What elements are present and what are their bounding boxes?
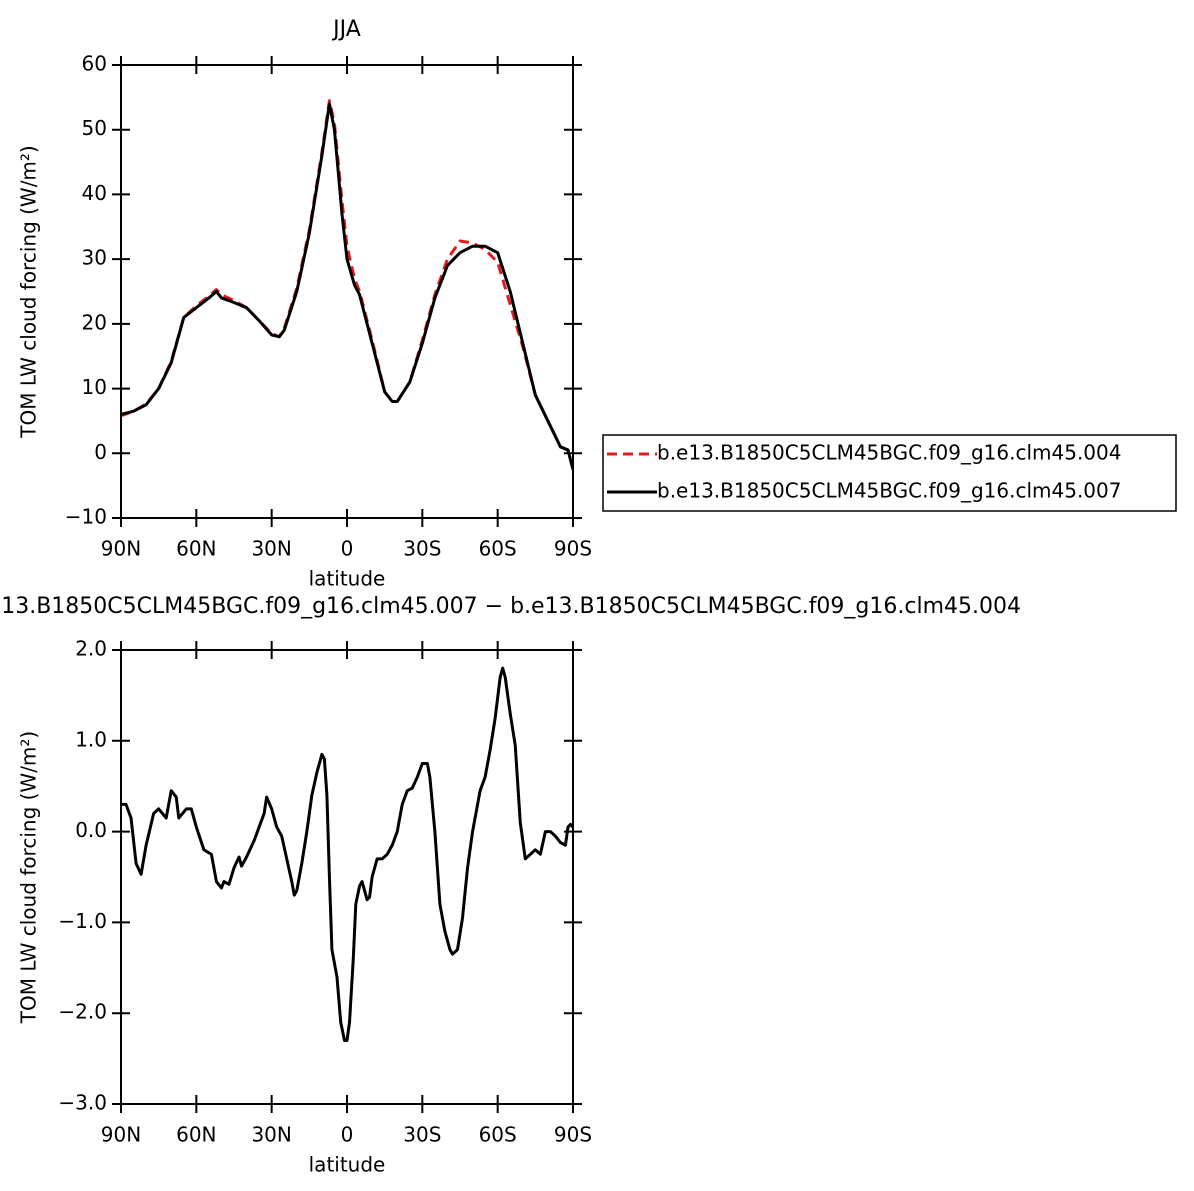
- x-tick-label: 60S: [479, 537, 517, 561]
- chart-title: JJA: [331, 17, 361, 42]
- y-tick-label: −2.0: [58, 1000, 107, 1024]
- y-tick-label: 1.0: [75, 727, 107, 751]
- x-tick-label: 60S: [479, 1123, 517, 1147]
- x-tick-label: 60N: [176, 1123, 216, 1147]
- x-axis-label: latitude: [309, 1153, 386, 1177]
- x-tick-label: 30S: [403, 537, 441, 561]
- x-tick-label: 90S: [554, 537, 592, 561]
- y-tick-label: −1.0: [58, 909, 107, 933]
- y-tick-label: 10: [82, 375, 107, 399]
- y-tick-label: −3.0: [58, 1091, 107, 1115]
- data-line: [121, 99, 573, 470]
- x-tick-label: 90S: [554, 1123, 592, 1147]
- legend-label: b.e13.B1850C5CLM45BGC.f09_g16.clm45.007: [657, 479, 1121, 503]
- y-tick-label: 60: [82, 52, 107, 76]
- plot-frame: [120, 649, 574, 1105]
- y-tick-label: 40: [82, 181, 107, 205]
- y-tick-label: 2.0: [75, 637, 107, 661]
- y-tick-label: −10: [65, 505, 107, 529]
- y-tick-label: 20: [82, 310, 107, 334]
- data-line: [121, 102, 573, 470]
- y-tick-label: 0.0: [75, 818, 107, 842]
- x-tick-label: 30N: [251, 1123, 291, 1147]
- plot-area: [121, 99, 573, 470]
- y-tick-label: 50: [82, 116, 107, 140]
- y-axis-label: TOM LW cloud forcing (W/m²): [17, 731, 41, 1025]
- x-tick-label: 90N: [101, 1123, 141, 1147]
- x-tick-label: 90N: [101, 537, 141, 561]
- y-tick-label: 0: [94, 440, 107, 464]
- x-tick-label: 30S: [403, 1123, 441, 1147]
- legend-box: [602, 434, 1177, 512]
- x-tick-label: 0: [341, 537, 354, 561]
- plot-frame: [120, 64, 574, 519]
- y-axis-label: TOM LW cloud forcing (W/m²): [17, 145, 41, 439]
- x-axis-label: latitude: [309, 567, 386, 591]
- y-tick-label: 30: [82, 246, 107, 270]
- x-tick-label: 30N: [251, 537, 291, 561]
- chart-title: b.e13.B1850C5CLM45BGC.f09_g16.clm45.007 …: [0, 594, 1021, 619]
- data-line: [121, 666, 573, 1042]
- x-tick-label: 0: [341, 1123, 354, 1147]
- legend-label: b.e13.B1850C5CLM45BGC.f09_g16.clm45.004: [657, 441, 1121, 465]
- x-tick-label: 60N: [176, 537, 216, 561]
- plot-area: [121, 666, 573, 1042]
